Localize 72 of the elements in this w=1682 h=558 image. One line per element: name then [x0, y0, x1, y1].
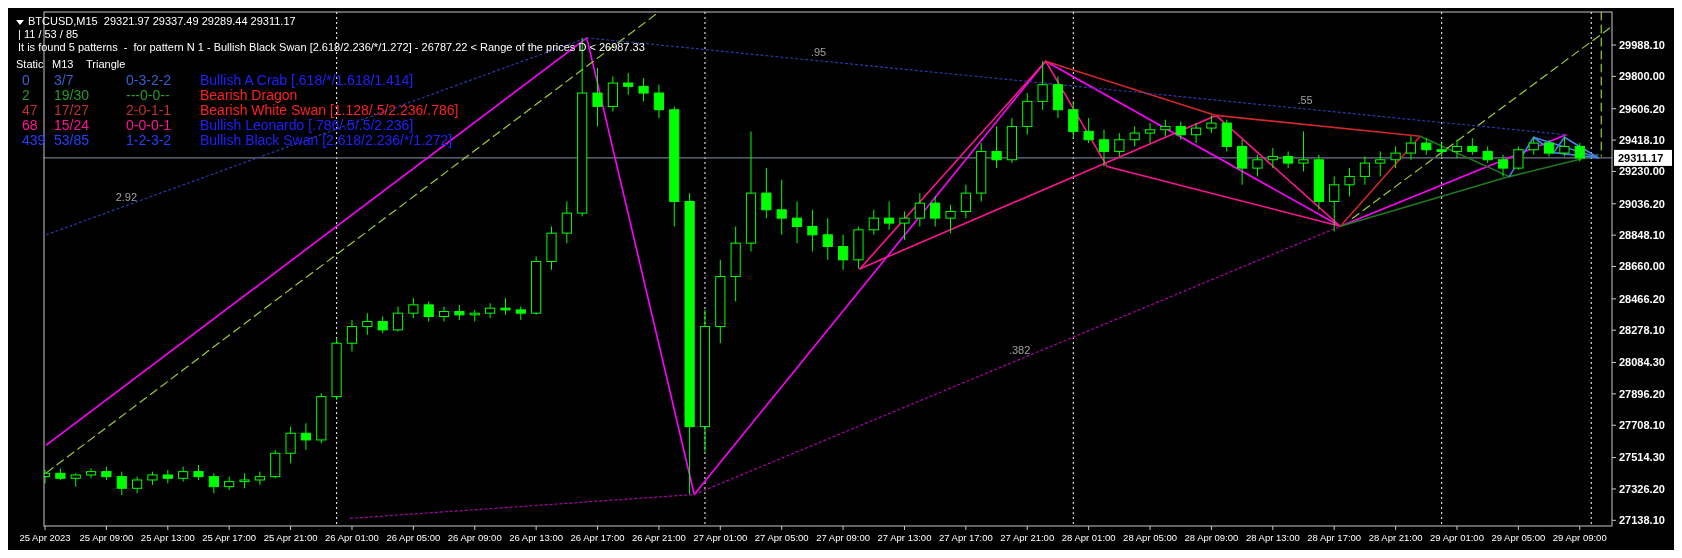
annotation: Bearish White Swan [1.128/.5/2.236/.786]: [200, 102, 459, 118]
x-tick-label: 26 Apr 05:00: [386, 532, 441, 543]
annotation: .382: [1008, 344, 1031, 357]
y-tick-label: 29988.10: [1619, 38, 1665, 51]
annotation: Bearish Dragon: [200, 87, 298, 103]
annotation: 0-3-2-2: [126, 72, 172, 88]
y-tick-label: 27138.10: [1619, 514, 1665, 527]
x-tick-label: 29 Apr 01:00: [1430, 532, 1484, 543]
text: | 11 / 53 / 85: [18, 28, 79, 40]
x-tick-label: 27 Apr 01:00: [693, 532, 748, 543]
y-tick-label: 28084.30: [1619, 356, 1665, 369]
annotation: .55: [1297, 93, 1313, 106]
chart-title: BTCUSD,M15 29321.97 29337.49 29289.44 29311.17: [28, 15, 296, 27]
annotation: 19/30: [54, 87, 90, 103]
annotation: 439: [22, 132, 46, 148]
text: Static: [16, 58, 45, 70]
x-tick-label: 29 Apr 05:00: [1491, 532, 1546, 543]
annotation: M13: [52, 58, 74, 70]
y-tick-label: 29230.00: [1619, 165, 1665, 178]
x-tick-label: 26 Apr 21:00: [631, 532, 686, 543]
x-tick-label: 27 Apr 21:00: [1000, 532, 1055, 543]
y-tick-label: 29036.20: [1619, 197, 1665, 210]
y-tick-label: 27896.20: [1619, 387, 1665, 400]
x-tick-label: 27 Apr 05:00: [754, 532, 809, 543]
text: 2: [22, 87, 30, 103]
x-tick-label: 28 Apr 01:00: [1061, 532, 1116, 543]
x-tick-label: 26 Apr 13:00: [509, 532, 564, 543]
annotation: .95: [810, 45, 827, 58]
x-tick-label: 28 Apr 17:00: [1307, 532, 1362, 543]
annotation: 15/24: [54, 117, 90, 133]
text: 68: [22, 117, 38, 133]
annotation: Bullish Leonardo [.786/.5/.5/2.236]: [200, 117, 414, 133]
annotation: Bullish Black Swan [2.618/2.236/*/1.272]: [200, 132, 453, 148]
annotation: 3/7: [54, 72, 74, 88]
x-tick-label: 28 Apr 13:00: [1245, 532, 1300, 543]
x-tick-label: 26 Apr 09:00: [447, 532, 502, 543]
x-tick-label: 25 Apr 13:00: [140, 532, 195, 543]
x-tick-label: 27 Apr 17:00: [938, 532, 993, 543]
x-tick-label: 27 Apr 13:00: [877, 532, 932, 543]
x-tick-label: 28 Apr 21:00: [1368, 532, 1423, 543]
text: 47: [22, 102, 38, 118]
y-tick-label: 27708.10: [1619, 419, 1665, 432]
y-tick-label: 27326.20: [1619, 482, 1665, 495]
x-tick-label: 25 Apr 17:00: [202, 532, 257, 543]
y-tick-label: 28278.10: [1619, 324, 1665, 337]
y-tick-label: 28848.10: [1619, 228, 1665, 241]
annotation: 2.92: [115, 190, 138, 203]
ref-line-label: 29311.17: [1618, 151, 1664, 164]
y-tick-label: 28466.20: [1619, 292, 1665, 305]
y-tick-label: 29606.20: [1619, 102, 1665, 115]
x-tick-label: 26 Apr 17:00: [570, 532, 625, 543]
x-tick-label: 28 Apr 05:00: [1123, 532, 1177, 543]
annotation: Bullish A Crab [.618/*/1.618/1.414]: [200, 72, 414, 88]
x-tick-label: 27 Apr 09:00: [816, 532, 871, 543]
text: 0: [22, 72, 30, 88]
annotation: 17/27: [54, 102, 90, 118]
y-tick-label: 29800.00: [1619, 70, 1665, 83]
y-tick-label: 29418.10: [1619, 133, 1665, 146]
x-tick-label: 25 Apr 2023: [19, 532, 71, 543]
x-tick-label: 25 Apr 21:00: [263, 532, 318, 543]
x-tick-label: 28 Apr 09:00: [1184, 532, 1239, 543]
y-tick-label: 27514.30: [1619, 451, 1665, 464]
annotation: 2-0-1-1: [126, 102, 172, 118]
annotation: 1-2-3-2: [126, 132, 172, 148]
x-tick-label: 25 Apr 09:00: [79, 532, 134, 543]
annotation: ---0-0--: [126, 87, 170, 103]
annotation: Triangle: [86, 58, 126, 70]
annotation: 53/85: [54, 132, 90, 148]
x-tick-label: 26 Apr 01:00: [325, 532, 379, 543]
y-tick-label: 28660.00: [1619, 260, 1665, 273]
annotation: 0-0-0-1: [126, 117, 172, 133]
x-tick-label: 29 Apr 09:00: [1552, 532, 1607, 543]
